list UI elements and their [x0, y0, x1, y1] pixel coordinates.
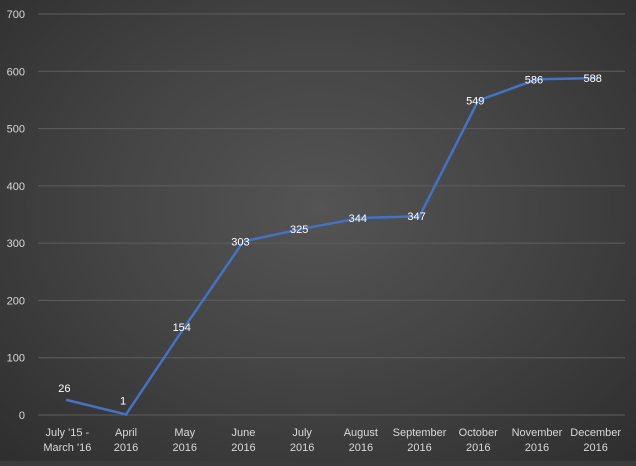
data-label: 303: [231, 236, 249, 248]
x-tick-label: September 2016: [393, 427, 447, 454]
data-label: 586: [525, 74, 543, 86]
data-point: [418, 214, 422, 218]
x-tick-label: November 2016: [512, 427, 563, 454]
x-tick-label: October 2016: [459, 427, 498, 454]
x-tick-label: June 2016: [231, 427, 255, 454]
y-axis: 0 100 200 300 400 500 600 700: [7, 9, 25, 422]
y-tick-label: 100: [7, 353, 25, 365]
x-tick-label: July '15 -March '16: [43, 427, 91, 454]
x-tick-label: April 2016: [114, 427, 138, 454]
data-label: 1: [120, 395, 126, 407]
gridlines: [38, 13, 625, 416]
data-point: [359, 216, 363, 220]
y-tick-label: 700: [7, 9, 25, 21]
data-label: 26: [58, 383, 70, 395]
y-tick-label: 200: [7, 295, 25, 307]
y-tick-label: 600: [7, 66, 25, 78]
x-tick-label: August 2016: [344, 427, 378, 454]
series-line: [66, 76, 597, 416]
data-point: [300, 227, 304, 231]
x-axis: July '15 -March '16 April 2016 May 2016 June 2…: [43, 427, 621, 454]
data-label: 588: [583, 73, 601, 85]
data-label: 344: [349, 213, 367, 225]
x-tick-label: July 2016: [290, 427, 314, 454]
data-point: [65, 398, 69, 402]
data-label: 347: [407, 211, 425, 223]
data-point: [183, 325, 187, 329]
data-point: [594, 76, 598, 80]
data-label: 325: [290, 224, 308, 236]
data-label: 549: [466, 96, 484, 108]
y-tick-label: 400: [7, 181, 25, 193]
data-label: 154: [173, 322, 191, 334]
data-point: [241, 239, 245, 243]
x-tick-label: May 2016: [173, 427, 197, 454]
y-tick-label: 300: [7, 238, 25, 250]
data-labels: 26 1 154 303 325 344 347 549 586 588: [58, 73, 602, 407]
x-tick-label: December 2016: [570, 427, 621, 454]
y-tick-label: 500: [7, 124, 25, 136]
y-tick-label: 0: [19, 410, 25, 422]
series: [65, 76, 598, 416]
data-point: [535, 77, 539, 81]
data-point: [124, 412, 128, 416]
data-point: [476, 99, 480, 103]
